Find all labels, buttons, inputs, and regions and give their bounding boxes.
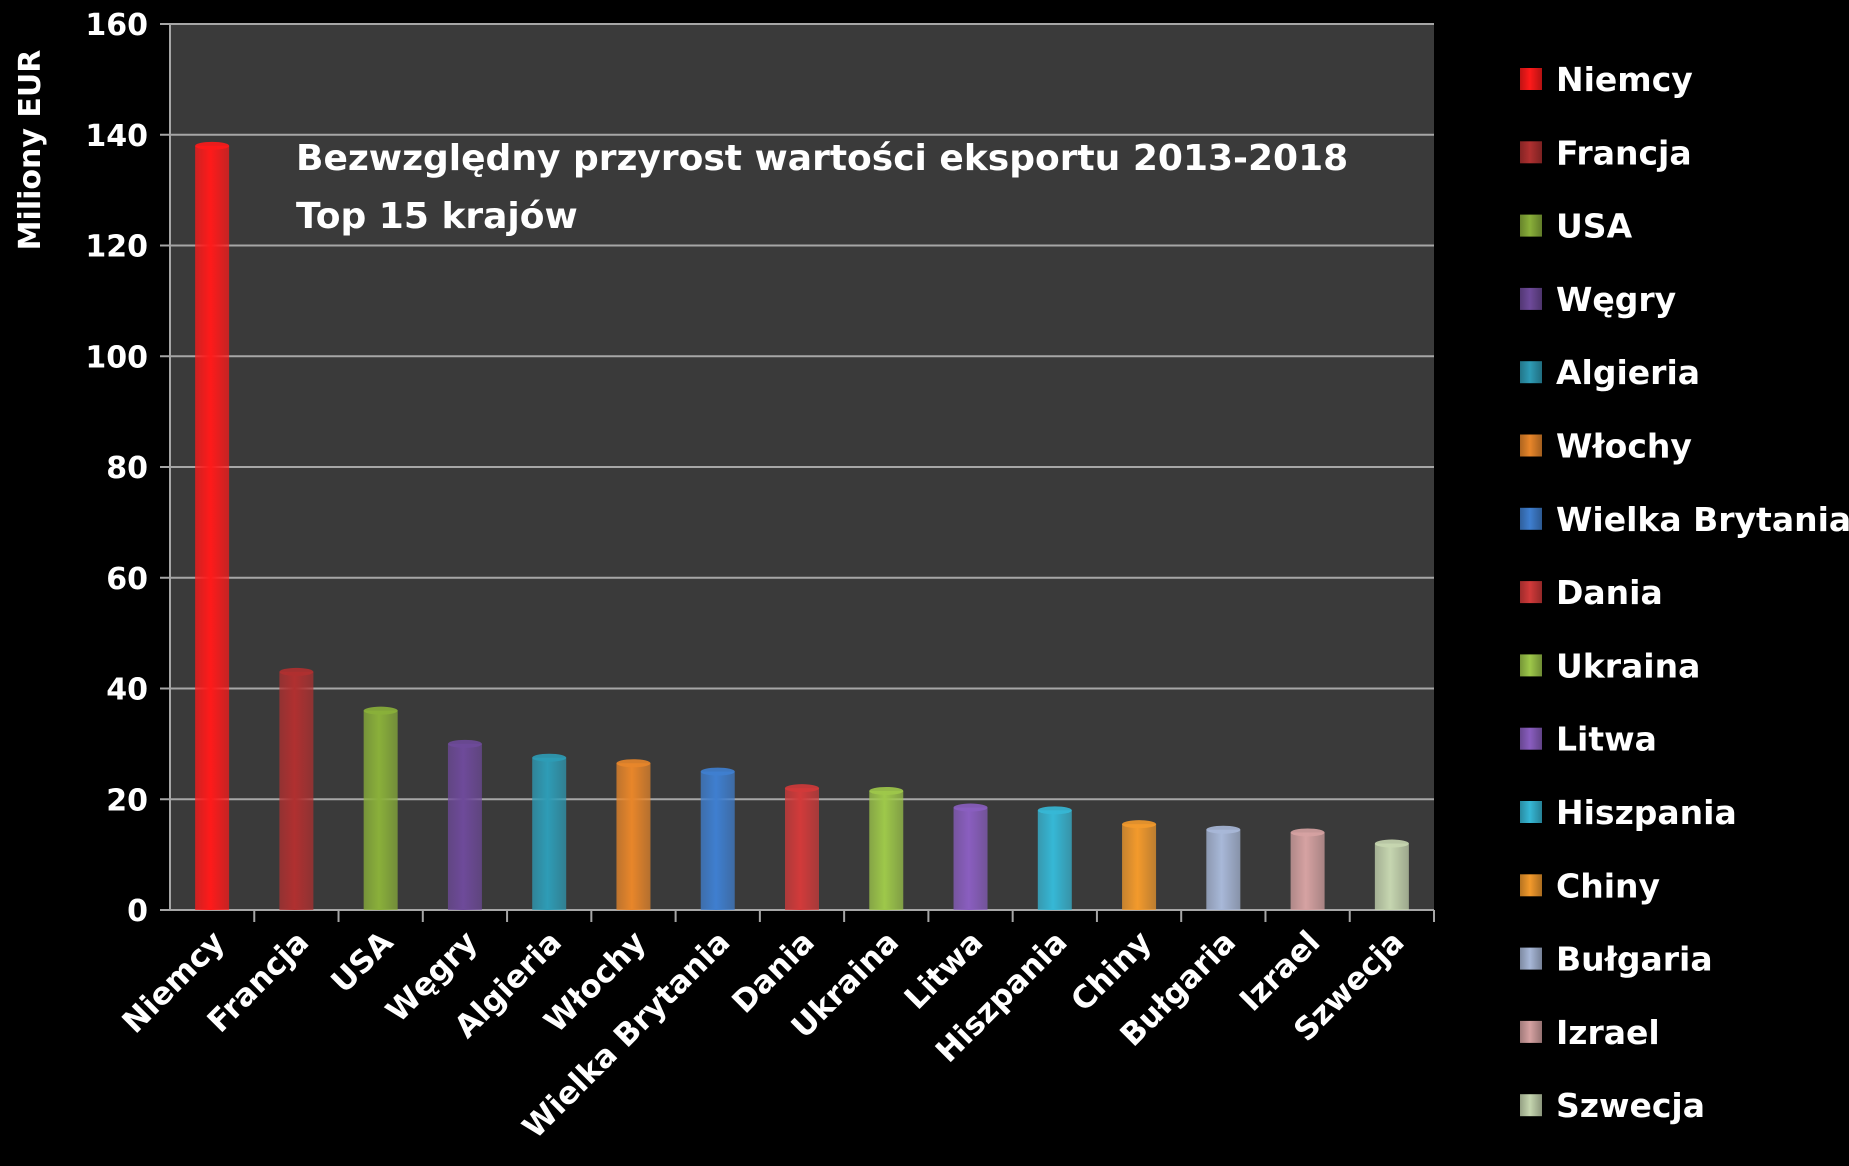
legend-swatch — [1520, 1020, 1542, 1043]
legend-label: Ukraina — [1556, 646, 1700, 685]
y-tick-label: 160 — [85, 8, 148, 43]
legend-item: Ukraina — [1520, 646, 1700, 685]
bar-izrael — [1290, 832, 1325, 910]
bar-szwecja — [1374, 843, 1409, 910]
bar-cap — [279, 667, 314, 676]
legend-swatch — [1520, 1094, 1542, 1117]
legend-label: Litwa — [1556, 720, 1657, 759]
bar-bułgaria — [1206, 829, 1241, 910]
chart-subtitle: Top 15 krajów — [296, 196, 578, 237]
y-tick-label: 140 — [85, 119, 148, 154]
legend-swatch — [1520, 141, 1542, 164]
legend-label: Hiszpania — [1556, 793, 1737, 832]
legend-item: Bułgaria — [1520, 940, 1713, 979]
legend-swatch — [1520, 361, 1542, 384]
bar-cap — [1290, 828, 1325, 837]
bar-cap — [363, 706, 398, 715]
y-tick-label: 100 — [85, 340, 148, 375]
bar-chiny — [1122, 824, 1157, 910]
legend-item: Włochy — [1520, 427, 1692, 466]
legend-label: Szwecja — [1556, 1086, 1705, 1125]
legend-swatch — [1520, 801, 1542, 823]
legend-swatch — [1520, 434, 1542, 457]
bar-usa — [363, 710, 398, 910]
bar-cap — [195, 141, 230, 150]
y-tick-label: 80 — [106, 451, 148, 486]
legend-label: Bułgaria — [1556, 940, 1713, 979]
bar-cap — [785, 784, 819, 793]
legend-item: Węgry — [1520, 280, 1676, 319]
bar-algieria — [532, 757, 567, 910]
bar-cap — [532, 753, 567, 762]
legend-item: Niemcy — [1520, 60, 1693, 99]
legend-swatch — [1520, 874, 1542, 897]
legend-swatch — [1520, 727, 1542, 750]
bar-cap — [1206, 825, 1241, 834]
bar-cap — [616, 759, 651, 768]
legend-item: Litwa — [1520, 720, 1657, 759]
legend-item: Chiny — [1520, 866, 1660, 905]
y-tick-label: 0 — [127, 894, 148, 929]
y-axis-label: Miliony EUR — [13, 50, 48, 251]
legend-label: Włochy — [1556, 427, 1692, 466]
chart-title: Bezwzględny przyrost wartości eksportu 2… — [296, 138, 1348, 179]
bar-niemcy — [195, 145, 230, 910]
bar-francja — [279, 671, 314, 910]
bar-cap — [1122, 820, 1157, 829]
bar-węgry — [447, 743, 482, 910]
legend-item: Izrael — [1520, 1013, 1660, 1052]
legend-item: Dania — [1520, 573, 1663, 612]
legend-item: Algieria — [1520, 353, 1700, 392]
legend-swatch — [1520, 214, 1542, 237]
bar-dania — [785, 788, 819, 910]
bar-włochy — [616, 763, 651, 910]
legend-item: Szwecja — [1520, 1086, 1705, 1125]
legend-label: Wielka Brytania — [1556, 500, 1849, 539]
legend-label: Dania — [1556, 573, 1663, 612]
legend-label: Niemcy — [1556, 60, 1693, 99]
bar-cap — [869, 786, 904, 795]
bar-cap — [700, 767, 735, 776]
bar-wielka-brytania — [700, 771, 735, 910]
legend-item: Francja — [1520, 133, 1692, 172]
legend-swatch — [1520, 654, 1542, 677]
legend-swatch — [1520, 68, 1542, 90]
legend-item: USA — [1520, 207, 1633, 246]
bar-ukraina — [869, 790, 904, 910]
legend-swatch — [1520, 947, 1542, 970]
bar-cap — [447, 739, 482, 748]
bar-hiszpania — [1037, 810, 1072, 910]
bar-cap — [1037, 806, 1072, 815]
legend-label: USA — [1556, 207, 1633, 246]
legend-item: Hiszpania — [1520, 793, 1737, 832]
legend-swatch — [1520, 581, 1542, 604]
legend-swatch — [1520, 287, 1542, 310]
legend-label: Algieria — [1556, 353, 1700, 392]
y-tick-label: 120 — [85, 230, 148, 265]
bar-litwa — [953, 807, 988, 910]
y-tick-label: 60 — [106, 562, 148, 597]
legend-swatch — [1520, 507, 1542, 530]
legend-label: Francja — [1556, 133, 1692, 172]
legend-item: Wielka Brytania — [1520, 500, 1849, 539]
y-tick-label: 20 — [106, 783, 148, 818]
y-tick-label: 40 — [106, 673, 148, 708]
x-tick-label: USA — [324, 924, 400, 1000]
legend-label: Izrael — [1556, 1013, 1660, 1052]
bar-cap — [953, 803, 988, 812]
legend-label: Chiny — [1556, 866, 1660, 905]
legend-label: Węgry — [1556, 280, 1676, 319]
bar-cap — [1374, 839, 1409, 848]
